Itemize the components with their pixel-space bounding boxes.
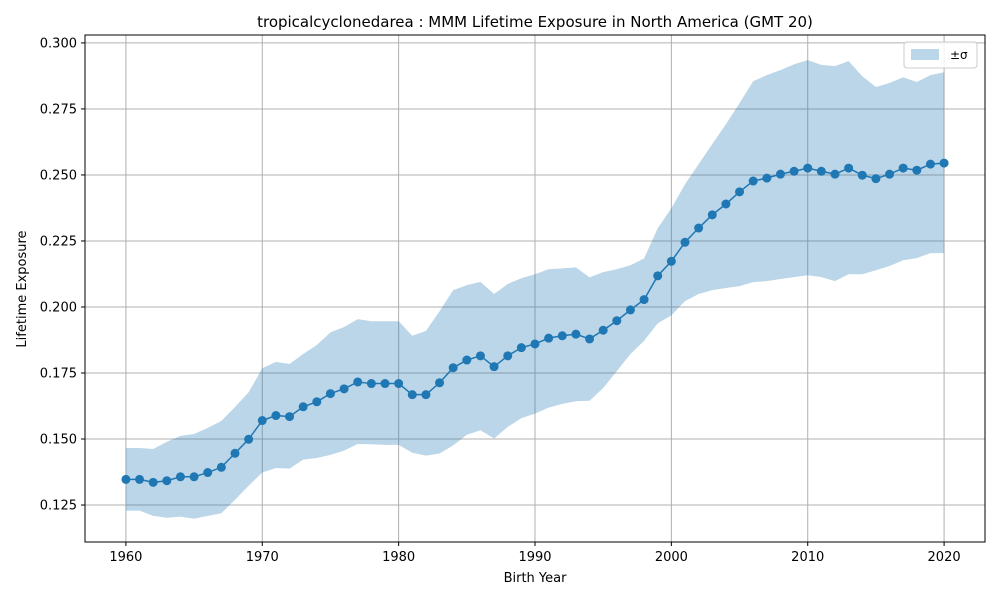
- legend-label: ±σ: [950, 48, 968, 62]
- data-point: [148, 477, 158, 487]
- x-tick-label: 1960: [109, 550, 142, 565]
- sigma-band: [125, 60, 945, 519]
- data-point: [775, 169, 785, 179]
- data-point: [721, 199, 731, 209]
- band-layer: [125, 60, 945, 519]
- y-tick-label: 0.125: [40, 499, 77, 514]
- data-point: [257, 416, 267, 426]
- x-tick-label: 2010: [791, 550, 824, 565]
- data-point: [435, 378, 445, 388]
- y-axis-label: Lifetime Exposure: [15, 230, 30, 347]
- data-point: [189, 472, 199, 482]
- data-point: [898, 163, 908, 173]
- data-point: [121, 474, 131, 484]
- y-ticks: 0.125 0.150 0.175 0.200 0.225 0.250 0.275 0.300: [40, 36, 85, 514]
- data-point: [489, 362, 499, 372]
- data-point: [816, 166, 826, 176]
- data-point: [380, 379, 390, 389]
- data-point: [162, 476, 172, 486]
- data-point: [244, 434, 254, 444]
- legend-box: [903, 41, 978, 69]
- data-point: [871, 174, 881, 184]
- data-point: [857, 170, 867, 180]
- x-tick-label: 1980: [382, 550, 415, 565]
- data-point: [353, 377, 363, 387]
- data-point: [135, 474, 145, 484]
- data-point: [366, 379, 376, 389]
- x-tick-label: 1990: [518, 550, 551, 565]
- data-point: [285, 412, 295, 422]
- data-point: [830, 169, 840, 179]
- data-point: [666, 256, 676, 266]
- data-point: [639, 295, 649, 305]
- data-point: [312, 397, 322, 407]
- legend: ±σ: [903, 41, 978, 69]
- data-point: [516, 343, 526, 353]
- grid: [85, 35, 985, 542]
- data-point: [939, 158, 949, 168]
- data-point: [462, 355, 472, 365]
- data-point: [571, 329, 581, 339]
- y-tick-label: 0.150: [40, 433, 77, 448]
- data-point: [175, 472, 185, 482]
- y-tick-label: 0.275: [40, 102, 77, 117]
- data-point: [421, 390, 431, 400]
- x-ticks: 1960 1970 1980 1990 2000 2010 2020: [109, 542, 961, 565]
- y-tick-label: 0.175: [40, 367, 77, 382]
- data-point: [912, 165, 922, 175]
- x-tick-label: 2020: [928, 550, 961, 565]
- data-point: [325, 389, 335, 399]
- data-point: [885, 169, 895, 179]
- data-point: [803, 163, 813, 173]
- data-point: [653, 271, 663, 281]
- data-point: [762, 173, 772, 183]
- data-point: [598, 325, 608, 335]
- data-point: [203, 468, 213, 478]
- data-point: [298, 402, 308, 412]
- data-point: [707, 210, 717, 220]
- chart-title: tropicalcyclonedarea : MMM Lifetime Expo…: [257, 13, 813, 31]
- x-tick-label: 2000: [655, 550, 688, 565]
- data-point: [925, 159, 935, 169]
- data-point: [844, 163, 854, 173]
- x-axis-label: Birth Year: [504, 571, 568, 586]
- data-point: [735, 187, 745, 197]
- data-point: [216, 462, 226, 472]
- x-tick-label: 1970: [246, 550, 279, 565]
- y-tick-label: 0.300: [40, 36, 77, 51]
- y-tick-label: 0.200: [40, 300, 77, 315]
- data-point: [625, 305, 635, 315]
- data-point: [339, 384, 349, 394]
- data-point: [680, 237, 690, 247]
- data-point: [612, 316, 622, 326]
- y-tick-label: 0.250: [40, 168, 77, 183]
- data-point: [748, 176, 758, 186]
- data-point: [530, 339, 540, 349]
- data-point: [448, 363, 458, 373]
- data-point: [407, 390, 417, 400]
- data-point: [789, 166, 799, 176]
- data-point: [475, 351, 485, 361]
- legend-swatch: [911, 49, 939, 60]
- data-point: [585, 334, 595, 344]
- points-layer: [121, 158, 949, 487]
- data-point: [394, 379, 404, 389]
- data-point: [271, 411, 281, 421]
- data-point: [694, 223, 704, 233]
- data-point: [557, 331, 567, 341]
- data-point: [503, 351, 513, 361]
- data-point: [230, 448, 240, 458]
- data-point: [544, 333, 554, 343]
- y-tick-label: 0.225: [40, 234, 77, 249]
